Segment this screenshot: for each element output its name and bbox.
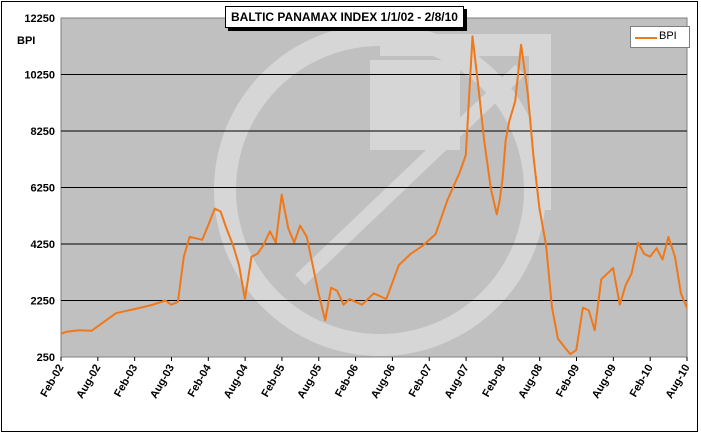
x-tick-label: Aug-07 (443, 363, 472, 401)
y-tick-label: 6250 (31, 183, 55, 195)
x-tick-label: Feb-06 (333, 363, 361, 400)
x-tick-label: Aug-04 (222, 362, 251, 401)
legend: BPI (630, 26, 690, 48)
x-tick-label: Feb-09 (554, 363, 582, 400)
x-tick-label: Aug-10 (664, 363, 693, 401)
x-tick-label: Aug-02 (74, 363, 103, 401)
x-tick-label: Aug-05 (295, 363, 324, 401)
x-axis-ticks: Feb-02 Aug-02 Feb-03 Aug-03 Feb-04 Aug-04 Feb-… (38, 357, 693, 401)
watermark-logo (214, 24, 551, 356)
x-tick-label: Feb-03 (112, 363, 140, 400)
y-tick-label: 250 (37, 352, 55, 364)
y-tick-label: 10250 (24, 70, 55, 82)
x-tick-label: Feb-04 (186, 362, 215, 399)
x-tick-label: Aug-09 (590, 363, 619, 401)
x-tick-label: Feb-10 (628, 363, 656, 400)
legend-label-bpi: BPI (659, 30, 677, 42)
series-line-bpi (61, 35, 687, 356)
x-tick-label: Aug-08 (516, 363, 545, 401)
x-tick-label: Feb-02 (38, 363, 66, 400)
chart-title: BALTIC PANAMAX INDEX 1/1/02 - 2/8/10 (225, 6, 464, 28)
x-tick-label: Feb-07 (407, 363, 435, 400)
x-tick-label: Aug-03 (148, 363, 177, 401)
y-tick-label: 2250 (31, 296, 55, 308)
x-tick-label: Aug-06 (369, 363, 398, 401)
y-axis-ticks: 12250 10250 8250 6250 4250 2250 250 (24, 13, 55, 364)
y-axis-label: BPI (17, 35, 35, 47)
y-tick-label: 4250 (31, 239, 55, 251)
series-group (61, 35, 687, 356)
legend-swatch-bpi (635, 37, 657, 39)
x-tick-label: Feb-08 (480, 362, 508, 399)
y-tick-label: 8250 (31, 126, 55, 138)
y-tick-label: 12250 (24, 13, 55, 25)
x-tick-label: Feb-05 (259, 363, 287, 400)
gridlines (61, 74, 687, 301)
